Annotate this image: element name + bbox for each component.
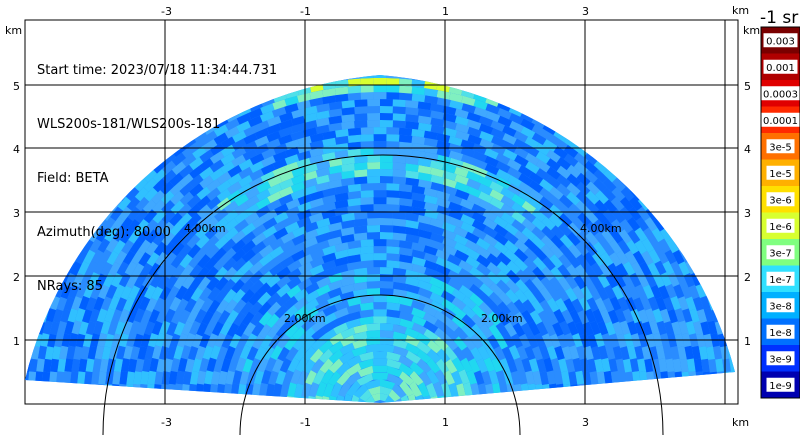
x-tick-top-neg3: -3 [161,5,172,18]
ring-label-2km-left: 2.00km [284,312,326,325]
range-rings [102,154,664,435]
y-unit-right: km [743,24,760,37]
colorbar-label-box [766,324,795,339]
colorbar: 0.003 0.001 0.0003 0.0001 3e-5 1e-5 3e-6 1e-6 3e… [760,26,800,399]
y-unit-left: km [5,24,22,37]
colorbar-label-box [766,192,795,207]
colorbar-label: 1e-6 [769,222,792,233]
colorbar-frame [760,26,800,399]
colorbar-label-box [766,271,795,286]
y-tick-left-2: 2 [13,271,20,284]
colorbar-label-box [766,165,795,180]
scan-info: Start time: 2023/07/18 11:34:44.731 WLS2… [37,26,277,314]
x-unit-top: km [732,4,749,17]
nrays: NRays: 85 [37,279,103,294]
colorbar-label-box [766,245,795,260]
y-tick-right-5: 5 [744,80,751,93]
y-tick-right-3: 3 [744,207,751,220]
colorbar-label: 3e-8 [769,301,792,312]
y-tick-left-5: 5 [13,80,20,93]
colorbar-label: 1e-8 [769,328,792,339]
colorbar-label-box [760,112,800,127]
x-unit-bottom: km [732,416,749,429]
y-tick-right-4: 4 [744,143,751,156]
colorbar-label: 1e-9 [769,381,792,392]
colorbar-label: 3e-7 [769,248,792,259]
x-tick-bottom-neg3: -3 [161,416,172,429]
colorbar-title: -1 sr [760,8,799,28]
colorbar-label: 3e-9 [769,354,792,365]
grid-lines [25,20,738,404]
ring-label-4km-right: 4.00km [580,222,622,235]
x-tick-bottom-neg1: -1 [300,416,311,429]
y-tick-left-4: 4 [13,143,20,156]
colorbar-label: 0.0003 [763,89,798,100]
colorbar-label-box [766,377,795,392]
y-tick-left-1: 1 [13,335,20,348]
colorbar-label-box [760,86,800,101]
colorbar-label: 3e-5 [769,142,792,153]
y-tick-left-3: 3 [13,207,20,220]
colorbar-label-box [763,59,798,74]
colorbar-label-box [766,351,795,366]
range-ring-2km [239,294,521,435]
azimuth: Azimuth(deg): 80.00 [37,225,171,240]
colorbar-label-box [766,298,795,313]
colorbar-label: 0.0001 [763,116,798,127]
ring-label-4km-left: 4.00km [184,222,226,235]
colorbar-label: 1e-7 [769,275,792,286]
y-tick-right-2: 2 [744,271,751,284]
x-tick-top-1: 1 [442,5,449,18]
colorbar-label: 1e-5 [769,169,792,180]
range-ring-4km [102,154,664,435]
start-time: Start time: 2023/07/18 11:34:44.731 [37,63,278,78]
x-tick-top-3: 3 [582,5,589,18]
x-tick-bottom-1: 1 [442,416,449,429]
colorbar-label: 0.003 [766,36,795,47]
colorbar-label: 0.001 [766,63,795,74]
field-name: Field: BETA [37,171,109,186]
x-tick-top-neg1: -1 [300,5,311,18]
colorbar-label-box [766,139,795,154]
instrument-name: WLS200s-181/WLS200s-181 [37,117,221,132]
y-tick-right-1: 1 [744,335,751,348]
colorbar-label: 3e-6 [769,195,792,206]
ring-label-2km-right: 2.00km [481,312,523,325]
colorbar-label-box [766,218,795,233]
colorbar-label-box [763,33,798,48]
x-tick-bottom-3: 3 [582,416,589,429]
